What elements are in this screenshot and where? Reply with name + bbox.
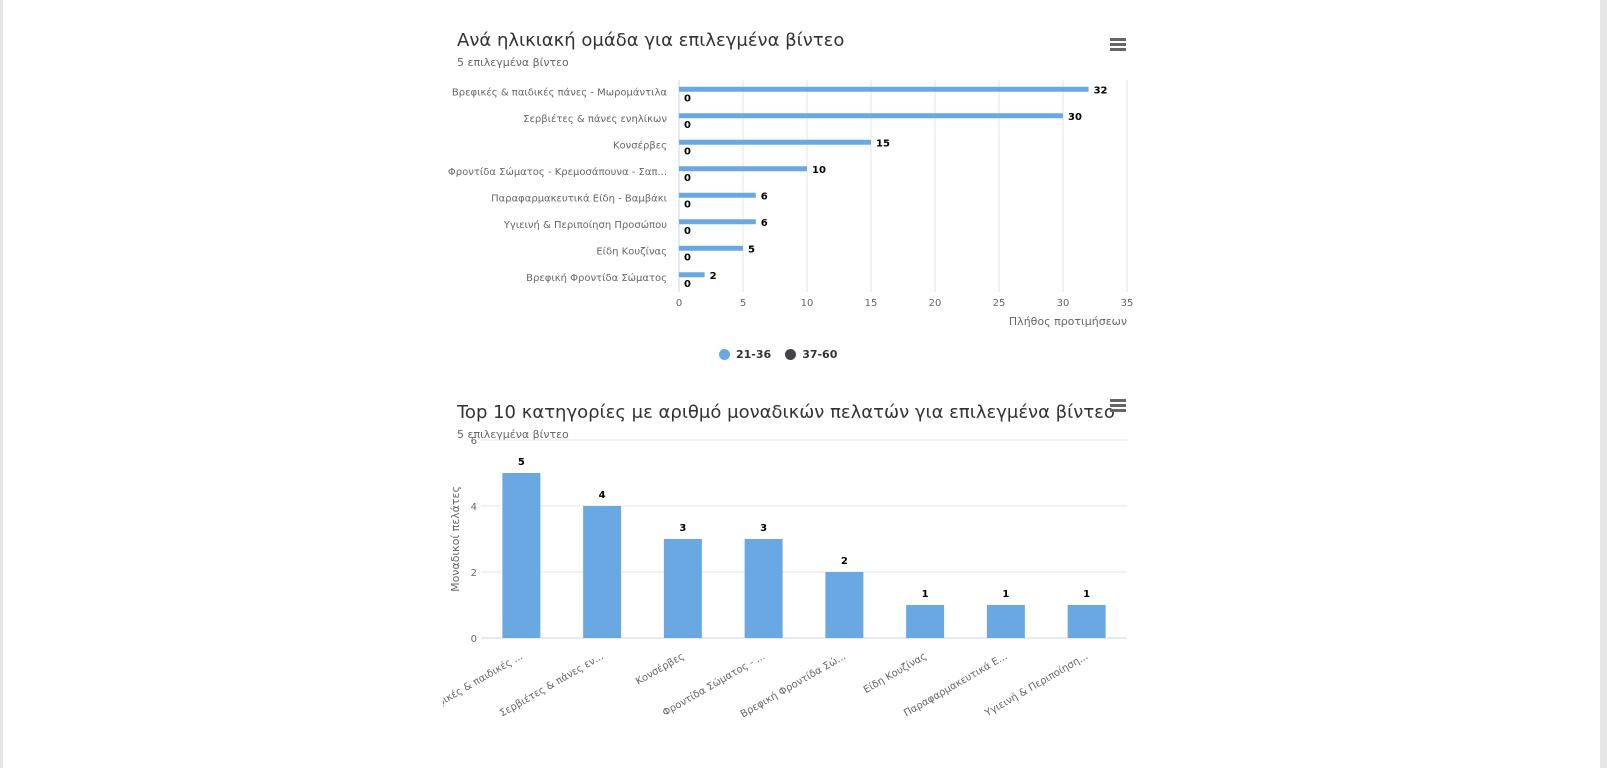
data-label: 30 (1068, 112, 1082, 123)
page: Ανά ηλικιακή ομάδα για επιλεγμένα βίντεο… (3, 0, 1600, 768)
hamburger-menu-icon (1110, 399, 1128, 412)
bar (583, 506, 622, 638)
y-tick-label: 6 (471, 436, 477, 447)
data-label: 10 (812, 165, 826, 176)
data-label: 0 (684, 93, 691, 104)
bar (986, 605, 1025, 638)
data-label: 5 (748, 244, 755, 255)
top-categories-chart: Top 10 κατηγορίες με αριθμό μοναδικών πε… (443, 390, 1163, 768)
y-tick-label: 2 (471, 568, 477, 579)
data-label: 32 (1094, 85, 1108, 96)
y-category-label: Φροντίδα Σώματος - Κρεμοσάπουνα - Σαπ... (448, 166, 667, 178)
data-label: 4 (599, 490, 606, 501)
legend-marker (719, 349, 730, 360)
x-tick-label: 20 (929, 298, 942, 309)
y-category-label: Είδη Κουζίνας (596, 245, 667, 257)
hamburger-menu-icon (1110, 38, 1128, 51)
chart-legend: 21-36 37-60 (719, 348, 837, 361)
data-label: 0 (684, 146, 691, 157)
x-category-label: Κονσέρβες (634, 650, 687, 687)
data-label: 5 (518, 457, 525, 468)
bar (679, 272, 705, 278)
chart-subtitle: 5 επιλεγμένα βίντεο (457, 56, 569, 69)
bar (679, 219, 756, 225)
data-label: 15 (876, 138, 890, 149)
data-label: 1 (1002, 589, 1009, 600)
y-category-label: Βρεφική Φροντίδα Σώματος (526, 272, 667, 284)
bar (1067, 605, 1106, 638)
x-tick-label: 15 (865, 298, 878, 309)
y-category-label: Υγιεινή & Περιποίηση Προσώπου (503, 219, 667, 231)
legend-label: 37-60 (802, 348, 838, 361)
x-tick-label: 25 (993, 298, 1006, 309)
chart-subtitle: 5 επιλεγμένα βίντεο (457, 428, 569, 441)
data-label: 3 (760, 523, 767, 534)
data-label: 2 (710, 271, 717, 282)
legend-item-series-1[interactable]: 21-36 (719, 348, 771, 361)
y-category-label: Βρεφικές & παιδικές πάνες - Μωρομάντιλα (452, 86, 668, 98)
data-label: 0 (684, 173, 691, 184)
x-tick-label: 0 (676, 298, 682, 309)
bar (679, 245, 743, 251)
age-group-chart: Ανά ηλικιακή ομάδα για επιλεγμένα βίντεο… (443, 18, 1163, 378)
legend-label: 21-36 (736, 348, 772, 361)
y-category-label: Κονσέρβες (613, 139, 667, 151)
bar (906, 605, 945, 638)
bar (679, 192, 756, 198)
chart-title: Top 10 κατηγορίες με αριθμό μοναδικών πε… (457, 402, 1115, 423)
data-label: 1 (922, 589, 929, 600)
data-label: 3 (679, 523, 686, 534)
data-label: 0 (684, 252, 691, 263)
bar (744, 539, 783, 638)
x-tick-label: 30 (1057, 298, 1070, 309)
data-label: 0 (684, 120, 691, 131)
data-label: 1 (1083, 589, 1090, 600)
bar (679, 113, 1063, 119)
x-axis-title: Πλήθος προτιμήσεων (1009, 315, 1127, 328)
y-category-label: Παραφαρμακευτικά Είδη - Βαμβάκι (491, 192, 668, 204)
bar (679, 139, 871, 145)
data-label: 0 (684, 279, 691, 290)
data-label: 6 (761, 191, 768, 202)
legend-marker (785, 349, 797, 360)
chart-menu-button[interactable] (1110, 38, 1128, 54)
bar (825, 572, 864, 638)
data-label: 2 (841, 556, 848, 567)
x-tick-label: 10 (801, 298, 814, 309)
y-category-label: Σερβιέτες & πάνες ενηλίκων (523, 113, 667, 125)
x-category-label: Είδη Κουζίνας (861, 650, 928, 696)
chart-menu-button[interactable] (1110, 399, 1128, 415)
bar (679, 166, 807, 172)
chart-title: Ανά ηλικιακή ομάδα για επιλεγμένα βίντεο (457, 30, 845, 51)
data-label: 0 (684, 226, 691, 237)
bar (502, 473, 541, 638)
x-tick-label: 35 (1121, 298, 1134, 309)
x-tick-label: 5 (740, 298, 746, 309)
data-label: 0 (684, 199, 691, 210)
y-tick-label: 4 (471, 502, 477, 513)
data-label: 6 (761, 218, 768, 229)
legend-item-series-2[interactable]: 37-60 (785, 348, 837, 361)
bar (663, 539, 702, 638)
y-axis-title: Μοναδικοί πελάτες (449, 486, 462, 592)
y-tick-label: 0 (471, 634, 477, 645)
bar (679, 86, 1089, 92)
